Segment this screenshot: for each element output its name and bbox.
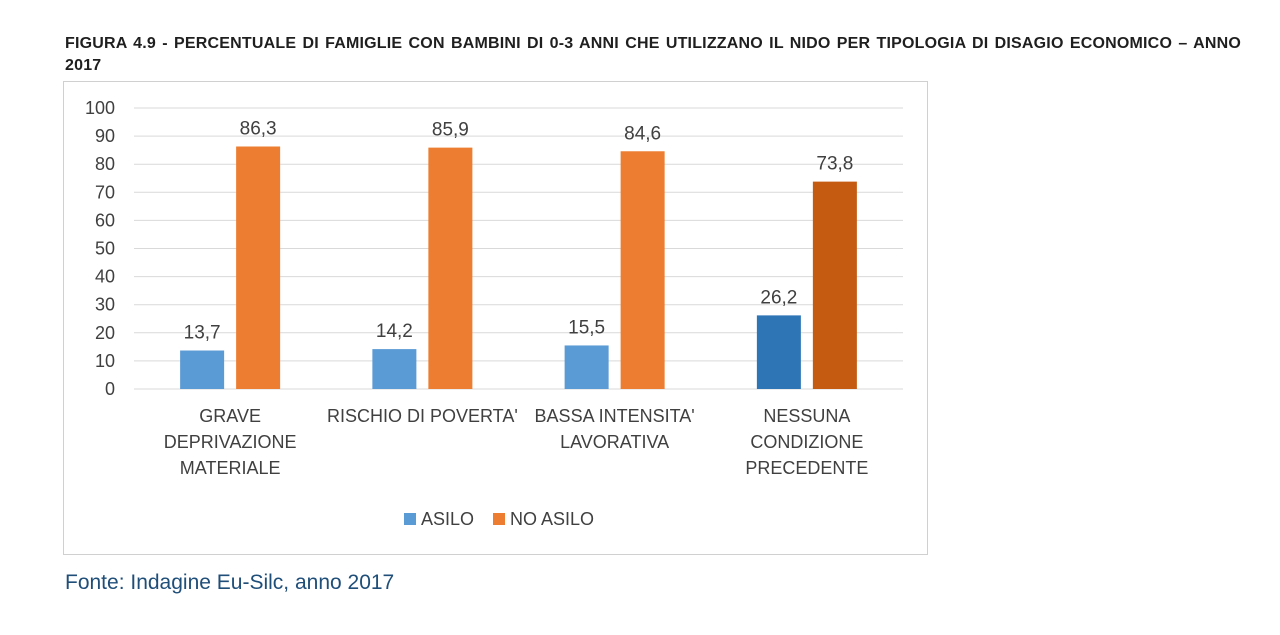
data-label: 14,2 <box>376 321 413 342</box>
source-note: Fonte: Indagine Eu-Silc, anno 2017 <box>65 571 395 594</box>
x-tick-label: CONDIZIONE <box>750 432 863 452</box>
data-label: 26,2 <box>760 287 797 308</box>
data-label: 84,6 <box>624 123 661 144</box>
y-tick-label: 10 <box>95 351 115 371</box>
y-tick-label: 50 <box>95 239 115 259</box>
x-tick-label: DEPRIVAZIONE <box>164 432 297 452</box>
y-tick-label: 20 <box>95 323 115 343</box>
bar-no-asilo <box>428 147 473 389</box>
data-label: 85,9 <box>432 120 469 141</box>
figure-title: FIGURA 4.9 - PERCENTUALE DI FAMIGLIE CON… <box>65 35 1241 74</box>
bars <box>180 146 857 389</box>
bar-no-asilo <box>236 146 281 389</box>
bar-asilo <box>180 350 225 389</box>
x-tick-label: BASSA INTENSITA' <box>535 406 695 426</box>
bar-no-asilo <box>620 151 665 389</box>
x-tick-label: LAVORATIVA <box>560 432 669 452</box>
data-label: 15,5 <box>568 317 605 338</box>
bar-no-asilo <box>812 181 857 389</box>
data-label: 73,8 <box>816 154 853 175</box>
x-tick-label: GRAVE <box>199 406 261 426</box>
legend-label: ASILO <box>421 509 474 529</box>
data-label: 13,7 <box>184 323 221 344</box>
y-tick-label: 30 <box>95 295 115 315</box>
y-tick-label: 60 <box>95 210 115 230</box>
legend-swatch <box>493 513 505 525</box>
y-tick-label: 80 <box>95 154 115 174</box>
legend: ASILO NO ASILO <box>404 509 594 529</box>
y-tick-label: 40 <box>95 267 115 287</box>
x-axis-ticks: GRAVE DEPRIVAZIONE MATERIALE RISCHIO DI POV… <box>164 406 869 478</box>
chart-frame: 0 10 20 30 40 50 60 70 80 90 100 13,7 86,3 14,2 85,9 1… <box>63 81 928 555</box>
x-tick-label: MATERIALE <box>180 458 281 478</box>
legend-label: NO ASILO <box>510 509 594 529</box>
data-labels: 13,7 86,3 14,2 85,9 15,5 84,6 26,2 73,8 <box>184 118 854 343</box>
y-tick-label: 90 <box>95 126 115 146</box>
y-tick-label: 100 <box>85 98 115 118</box>
data-label: 86,3 <box>240 118 277 139</box>
y-tick-label: 0 <box>105 379 115 399</box>
y-tick-label: 70 <box>95 182 115 202</box>
bar-asilo <box>756 315 801 389</box>
bar-asilo <box>564 345 609 389</box>
x-tick-label: RISCHIO DI POVERTA' <box>327 406 518 426</box>
x-tick-label: NESSUNA <box>763 406 850 426</box>
y-axis-ticks: 0 10 20 30 40 50 60 70 80 90 100 <box>85 98 115 399</box>
legend-swatch <box>404 513 416 525</box>
x-tick-label: PRECEDENTE <box>745 458 868 478</box>
bar-asilo <box>372 349 417 389</box>
